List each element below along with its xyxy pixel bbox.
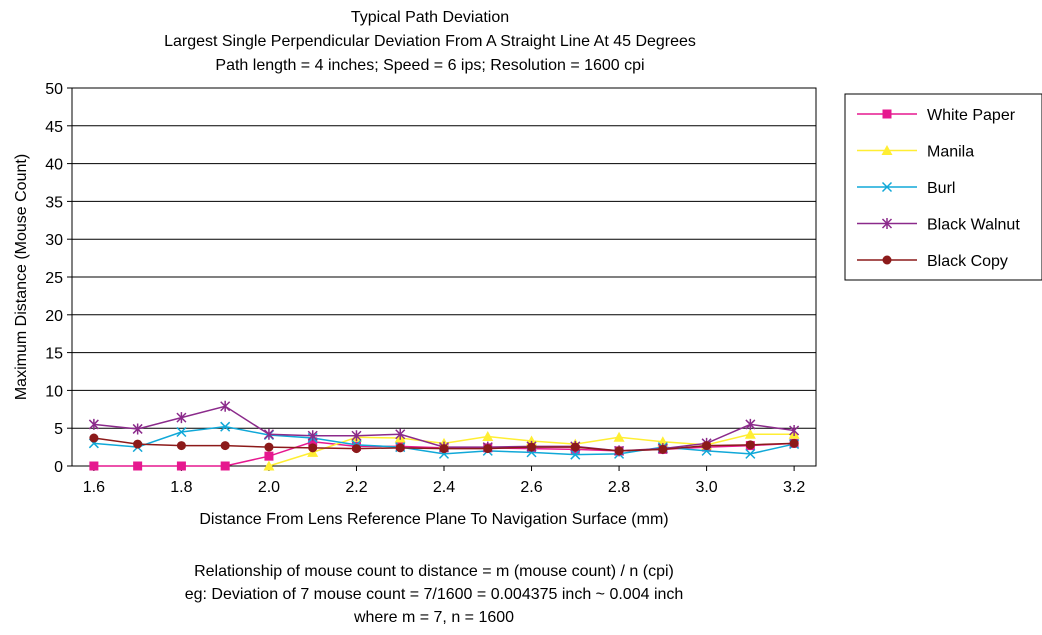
x-tick-label: 1.6 (83, 479, 105, 496)
series-lines (88, 400, 800, 471)
y-tick-label: 25 (45, 270, 63, 287)
data-point-burl (745, 448, 756, 459)
data-point-black-copy (351, 444, 361, 454)
data-point-manila (263, 460, 275, 471)
legend-marker-black-copy (882, 255, 892, 265)
x-tick-label: 3.0 (695, 479, 717, 496)
data-point-burl (570, 449, 581, 460)
data-point-black-copy (264, 442, 274, 452)
data-point-white-paper (89, 461, 99, 471)
data-point-black-copy (570, 442, 580, 452)
legend-label-burl: Burl (927, 180, 955, 197)
data-point-black-walnut (132, 423, 143, 435)
data-point-black-copy (395, 443, 405, 453)
footnote-line-3: where m = 7, n = 1600 (353, 609, 514, 626)
data-point-black-copy (483, 444, 493, 454)
axes: 0 5 10 15 20 25 30 35 40 45 50 1.6 1.8 2.0 2.2 2.4 2.6 2.… (45, 81, 817, 496)
y-tick-label: 10 (45, 383, 63, 400)
data-point-black-copy (789, 438, 799, 448)
x-tick-label: 2.0 (258, 479, 280, 496)
data-point-black-walnut (789, 424, 800, 436)
data-point-white-paper (308, 437, 318, 447)
x-tick-label: 2.8 (608, 479, 630, 496)
data-point-black-walnut (745, 418, 756, 430)
y-tick-label: 50 (45, 81, 63, 98)
data-point-white-paper (220, 461, 230, 471)
y-tick-label: 5 (54, 421, 63, 438)
legend-label-white-paper: White Paper (927, 107, 1016, 124)
data-point-black-copy (527, 442, 537, 452)
legend-item-white-paper: White Paper (857, 107, 1016, 124)
data-point-manila (744, 428, 756, 439)
data-point-white-paper (264, 451, 274, 461)
data-point-black-copy (133, 439, 143, 449)
x-axis-label: Distance From Lens Reference Plane To Na… (199, 511, 668, 528)
x-tick-label: 2.2 (345, 479, 367, 496)
data-point-burl (176, 426, 187, 438)
y-axis-label: Maximum Distance (Mouse Count) (13, 154, 30, 400)
data-point-black-walnut (263, 428, 274, 440)
data-point-black-copy (658, 444, 668, 454)
data-point-manila (613, 431, 625, 442)
y-tick-label: 40 (45, 157, 63, 174)
data-point-black-copy (308, 443, 318, 453)
data-point-black-walnut (307, 430, 318, 442)
x-tick-label: 2.6 (520, 479, 542, 496)
legend-marker-white-paper (882, 109, 892, 119)
legend-label-black-copy: Black Copy (927, 253, 1008, 270)
chart-subtitle-2: Path length = 4 inches; Speed = 6 ips; R… (215, 57, 644, 74)
data-point-burl (220, 421, 231, 432)
data-point-black-walnut (220, 400, 231, 412)
x-tick-label: 2.4 (433, 479, 455, 496)
y-tick-label: 0 (54, 459, 63, 476)
y-tick-label: 30 (45, 232, 63, 249)
data-point-black-walnut (88, 418, 99, 430)
legend: White Paper Manila Burl Black Walnut Black C… (844, 93, 1042, 281)
chart-title: Typical Path Deviation (351, 9, 509, 26)
legend-label-black-walnut: Black Walnut (927, 217, 1020, 234)
data-point-black-walnut (351, 430, 362, 442)
data-point-black-walnut (176, 412, 187, 424)
data-point-white-paper (133, 461, 143, 471)
data-point-black-walnut (395, 428, 406, 440)
data-point-black-copy (176, 441, 186, 451)
legend-item-manila: Manila (857, 144, 974, 161)
x-tick-label: 1.8 (170, 479, 192, 496)
data-point-black-copy (745, 440, 755, 450)
footnote-line-1: Relationship of mouse count to distance … (194, 563, 674, 580)
legend-label-manila: Manila (927, 144, 974, 161)
chart-subtitle: Largest Single Perpendicular Deviation F… (164, 33, 696, 50)
footnote-line-2: eg: Deviation of 7 mouse count = 7/1600 … (185, 586, 684, 603)
data-point-black-copy (220, 441, 230, 451)
legend-item-black-walnut: Black Walnut (857, 217, 1020, 234)
x-tick-label: 3.2 (783, 479, 805, 496)
data-point-manila (482, 431, 494, 442)
legend-item-burl: Burl (857, 180, 955, 197)
data-point-black-copy (439, 444, 449, 454)
legend-marker-burl (881, 181, 893, 193)
y-tick-label: 20 (45, 308, 63, 325)
legend-marker-black-walnut (881, 218, 893, 229)
gridlines (72, 87, 816, 467)
legend-item-black-copy: Black Copy (857, 253, 1008, 270)
y-tick-label: 35 (45, 194, 63, 211)
data-point-black-copy (89, 433, 99, 443)
legend-marker-manila (881, 145, 893, 155)
series-black-copy (89, 433, 799, 456)
y-tick-label: 45 (45, 119, 63, 136)
data-point-black-copy (702, 441, 712, 451)
data-point-black-copy (614, 446, 624, 456)
y-tick-label: 15 (45, 346, 63, 363)
data-point-white-paper (176, 461, 186, 471)
